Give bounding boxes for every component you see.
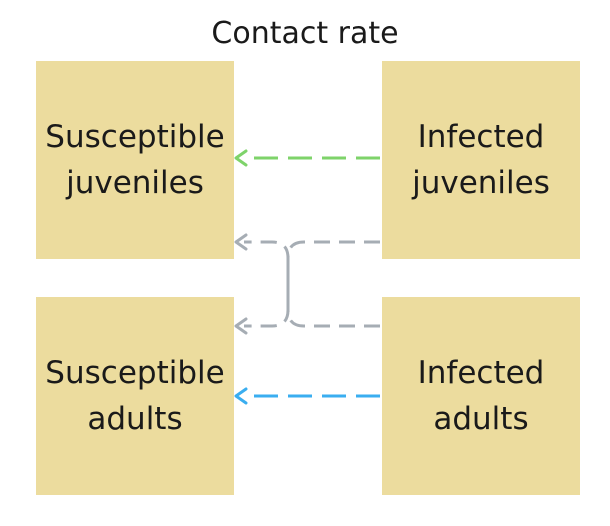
juvenile-transmission-arrow — [234, 149, 380, 167]
infected-juveniles-label: Infected juveniles — [412, 119, 550, 201]
adult-transmission-arrow — [234, 387, 380, 405]
juvenile-to-adult-cross-arrow — [234, 240, 380, 335]
susceptible-adults-box: Susceptible adults — [36, 297, 234, 495]
susceptible-juveniles-label: Susceptible juveniles — [45, 119, 225, 201]
infected-adults-box: Infected adults — [382, 297, 580, 495]
diagram-title: Contact rate — [211, 16, 399, 51]
infected-adults-label: Infected adults — [417, 355, 545, 437]
adult-to-juvenile-cross-arrow — [234, 233, 380, 328]
susceptible-juveniles-box: Susceptible juveniles — [36, 61, 234, 259]
infected-juveniles-box: Infected juveniles — [382, 61, 580, 259]
susceptible-adults-label: Susceptible adults — [45, 355, 225, 437]
